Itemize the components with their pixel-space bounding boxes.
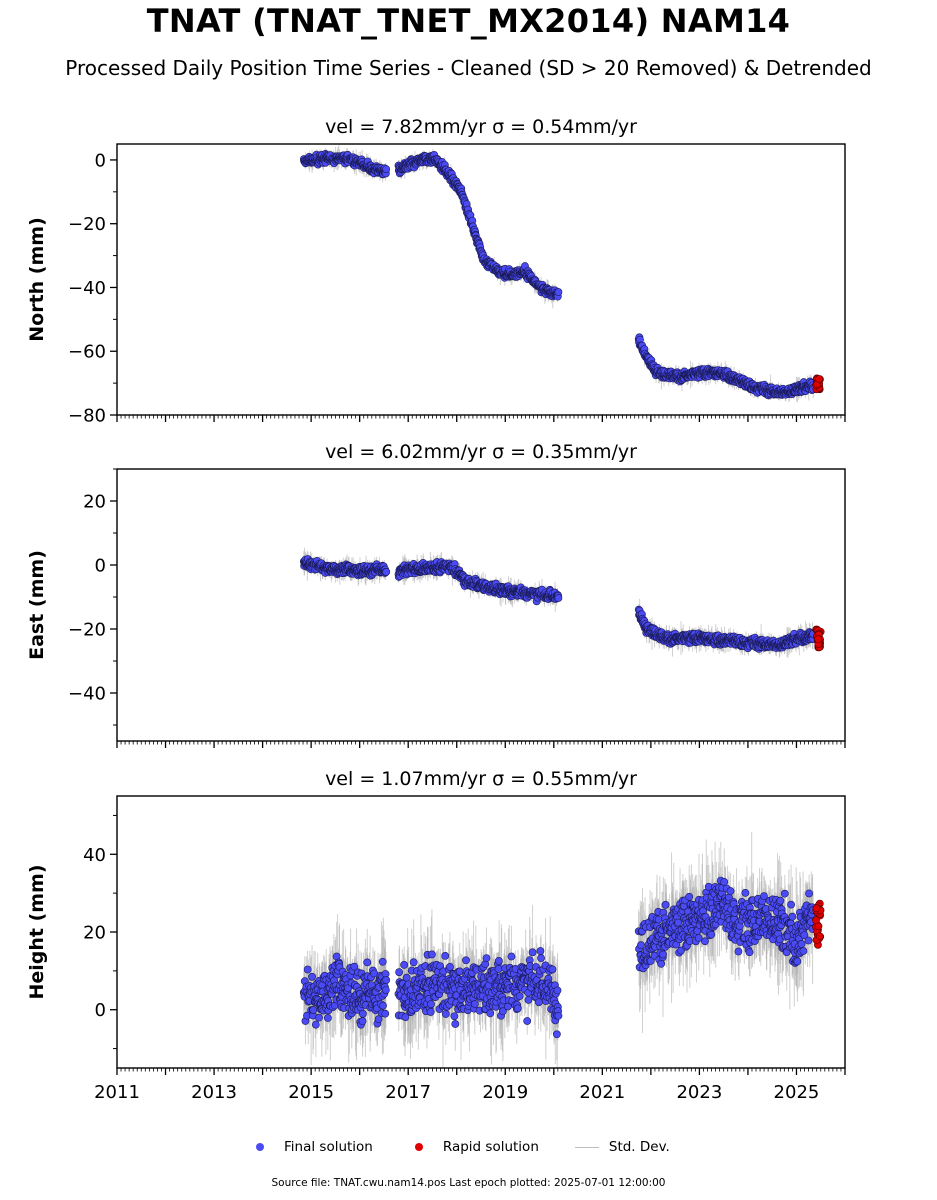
data-point — [554, 288, 563, 296]
axes-frame — [116, 468, 846, 742]
y-tick-label: −60 — [68, 342, 106, 363]
stddev-bars — [303, 145, 814, 403]
y-tick-label: 0 — [95, 556, 106, 577]
rapid-point — [815, 375, 824, 383]
rapid-point — [814, 635, 823, 644]
y-tick-label: −20 — [68, 214, 106, 235]
data-point — [554, 594, 563, 602]
y-tick-label: 20 — [83, 492, 106, 513]
y-tick-label: −20 — [68, 620, 106, 641]
y-tick-label: −40 — [68, 684, 106, 705]
panel-title: vel = 7.82mm/yr σ = 0.54mm/yr — [325, 116, 637, 138]
y-axis-label: North (mm) — [26, 217, 48, 342]
y-tick-label: −40 — [68, 278, 106, 299]
final-points — [299, 150, 818, 400]
y-tick-label: 0 — [95, 150, 106, 171]
time-series-plots: −80 −60 −40 −20 0 vel = 7.82mm/yr σ = 0.54mm/… — [26, 116, 846, 1103]
data-point — [382, 165, 391, 173]
rapid-points — [812, 374, 824, 394]
rapid-points — [812, 625, 825, 652]
data-point — [382, 568, 391, 576]
figure-subtitle: Processed Daily Position Time Series - C… — [65, 56, 872, 80]
figure-title: TNAT (TNAT_TNET_MX2014) NAM14 — [146, 2, 791, 40]
y-tick-label: −80 — [68, 406, 106, 427]
panel-0: −80 −60 −40 −20 0 vel = 7.82mm/yr σ = 0.54mm/… — [26, 116, 846, 427]
final-points — [299, 555, 818, 653]
